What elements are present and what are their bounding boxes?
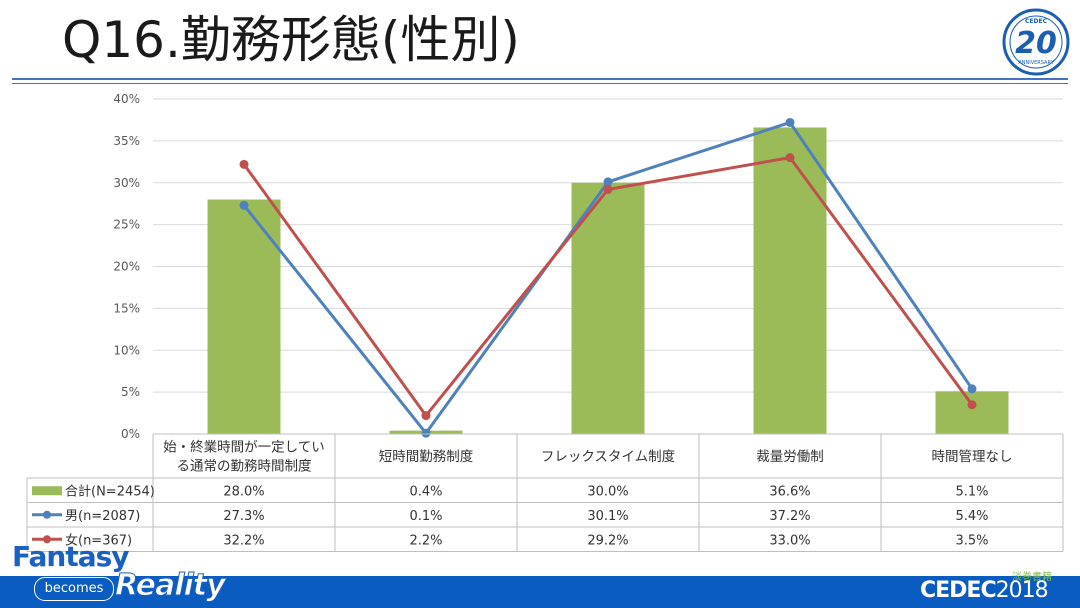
bar xyxy=(935,391,1009,434)
bar-series xyxy=(207,127,1009,434)
data-point xyxy=(239,200,249,210)
data-point xyxy=(603,177,613,187)
legend-marker xyxy=(43,535,51,544)
legend-bar-swatch xyxy=(32,486,62,496)
table-cell-value: 32.2% xyxy=(223,533,264,548)
watermark-text: 淡巻書籍 xyxy=(1012,572,1052,583)
cedec-name: CEDEC xyxy=(920,578,997,603)
category-label: 始・終業時間が一定してい xyxy=(163,440,325,456)
table-cell-value: 0.4% xyxy=(409,484,442,499)
table-cell-value: 37.2% xyxy=(769,509,810,524)
table-cell-value: 30.0% xyxy=(587,484,628,499)
category-label: 時間管理なし xyxy=(932,449,1013,465)
anniversary-badge-icon: CEDEC 20 ANNIVERSARY xyxy=(1002,8,1070,76)
y-tick-label: 25% xyxy=(113,218,140,232)
legend-marker xyxy=(43,510,51,519)
y-tick-label: 40% xyxy=(113,92,140,106)
y-tick-label: 10% xyxy=(113,343,140,357)
y-tick-label: 35% xyxy=(113,134,140,148)
legend-label: 男(n=2087) xyxy=(65,509,140,524)
category-label: フレックスタイム制度 xyxy=(541,449,675,465)
title-rule xyxy=(12,78,1068,80)
brand-logo: Fantasy becomes Reality xyxy=(10,538,227,606)
badge-top-text: CEDEC xyxy=(1025,18,1048,25)
footer-band xyxy=(0,576,1080,608)
data-point xyxy=(785,153,795,163)
brand-reality: Reality xyxy=(115,568,227,604)
page-title: Q16.勤務形態(性別) xyxy=(62,11,520,69)
badge-bottom-text: ANNIVERSARY xyxy=(1018,60,1054,66)
y-tick-label: 0% xyxy=(121,427,140,441)
legend-label: 女(n=367) xyxy=(65,532,132,548)
bar xyxy=(207,199,281,434)
brand-fantasy: Fantasy xyxy=(12,540,130,573)
table-cell-value: 0.1% xyxy=(409,509,442,524)
brand-becomes: becomes xyxy=(34,577,114,601)
line-series xyxy=(239,117,977,438)
data-point xyxy=(603,184,613,194)
table-cell-value: 5.1% xyxy=(955,484,988,499)
legend-label: 合計(N=2454) xyxy=(65,483,155,499)
y-axis-ticks: 0% 5% 10% 15% 20% 25% 30% 35% 40% xyxy=(113,92,140,441)
table-cell-value: 36.6% xyxy=(769,484,810,499)
table-cell-value: 29.2% xyxy=(587,533,628,548)
cedec-logo: CEDEC2018 xyxy=(920,578,1049,603)
badge-number: 20 xyxy=(1015,26,1057,61)
y-tick-label: 5% xyxy=(121,385,140,399)
y-tick-label: 15% xyxy=(113,301,140,315)
bar xyxy=(753,127,827,434)
data-point xyxy=(785,117,795,127)
data-point xyxy=(421,428,431,438)
table-cell-value: 33.0% xyxy=(769,533,810,548)
title-rule-thin xyxy=(12,83,1068,84)
table-cell-value: 5.4% xyxy=(955,509,988,524)
table-cell-value: 27.3% xyxy=(223,509,264,524)
bar xyxy=(571,182,645,434)
combo-chart: 0% 5% 10% 15% 20% 25% 30% 35% 40% 始・終業時間が一定している通… xyxy=(26,92,1064,552)
data-point xyxy=(239,159,249,169)
data-point xyxy=(967,400,977,410)
data-point xyxy=(967,384,977,394)
table-cell-value: 2.2% xyxy=(409,533,442,548)
y-tick-label: 30% xyxy=(113,176,140,190)
table-cell-value: 30.1% xyxy=(587,509,628,524)
table-cell-value: 28.0% xyxy=(223,484,264,499)
y-tick-label: 20% xyxy=(113,260,140,274)
table-cell-value: 3.5% xyxy=(955,533,988,548)
category-label: る通常の勤務時間制度 xyxy=(177,459,312,475)
data-point xyxy=(421,411,431,421)
category-label: 裁量労働制 xyxy=(756,449,824,465)
category-label: 短時間勤務制度 xyxy=(379,449,474,465)
cedec-year: 2018 xyxy=(995,578,1049,603)
